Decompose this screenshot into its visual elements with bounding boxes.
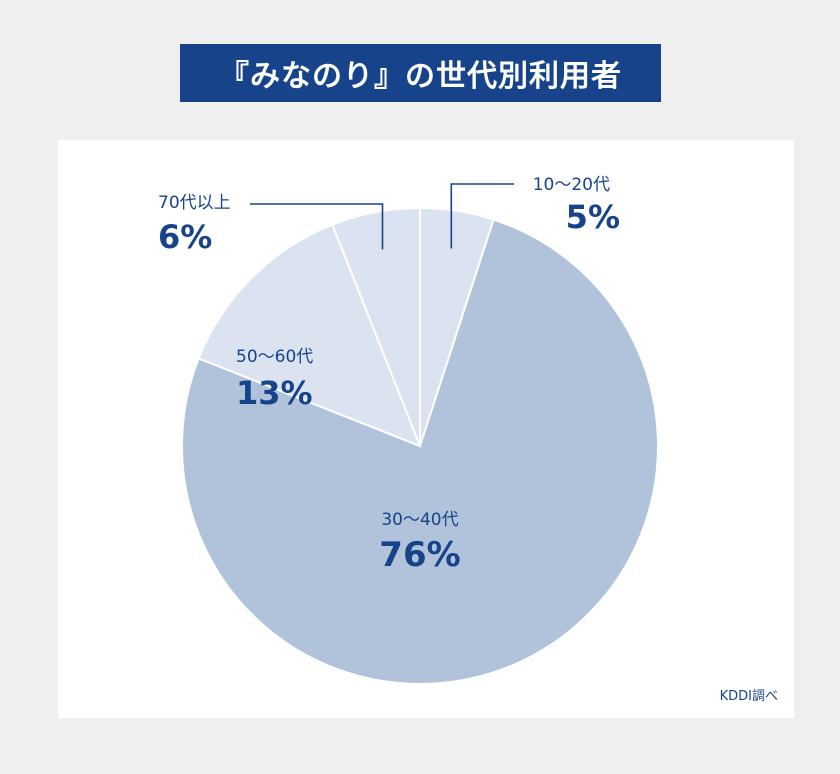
- leader-line-3: [250, 203, 384, 250]
- slice-label-0: 10～20代: [533, 175, 610, 195]
- slice-value-3: 6%: [158, 218, 212, 256]
- page-title: 『みなのり』の世代別利用者: [219, 59, 622, 94]
- source-note: KDDI調べ: [719, 689, 778, 704]
- leader-line-0: [450, 183, 514, 249]
- slice-value-0: 5%: [566, 198, 620, 236]
- pie-slice-3: [331, 206, 421, 447]
- slice-value-2: 13%: [236, 374, 313, 412]
- pie-chart: 10～20代 5% 30～40代 76% 50～60代 13% 70代以上 6%: [158, 175, 659, 685]
- pie-slice-2: [197, 223, 422, 448]
- slice-label-3: 70代以上: [158, 193, 231, 213]
- chart-panel: 10～20代 5% 30～40代 76% 50～60代 13% 70代以上 6% KDDI調べ: [58, 140, 794, 718]
- title-banner: 『みなのり』の世代別利用者: [180, 44, 661, 102]
- slice-value-1: 76%: [379, 535, 460, 575]
- slice-label-1: 30～40代: [381, 510, 458, 530]
- pie-slice-1: [180, 218, 659, 685]
- slice-label-2: 50～60代: [236, 347, 313, 367]
